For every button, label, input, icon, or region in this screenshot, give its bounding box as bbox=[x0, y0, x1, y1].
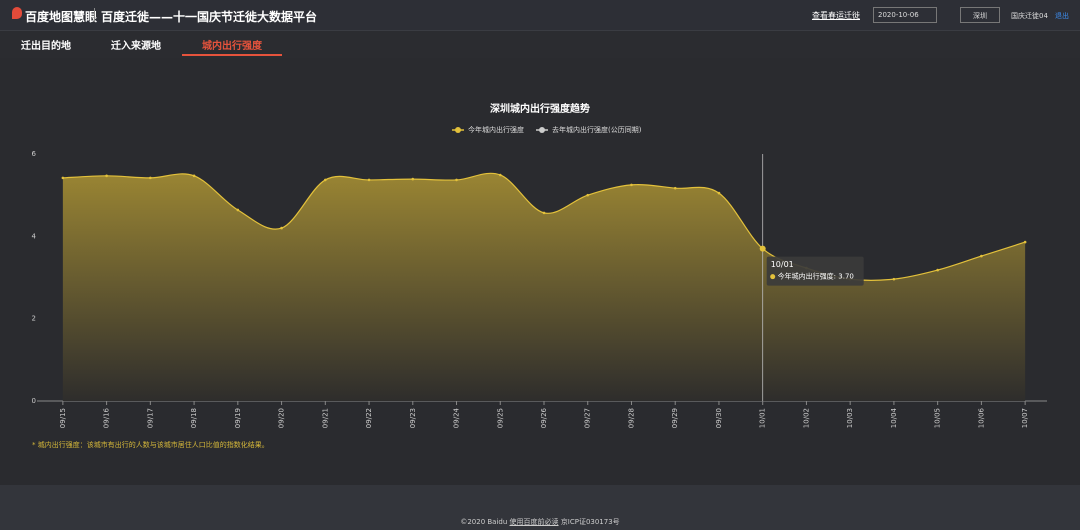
note: * 城内出行强度：该城市有出行的人数与该城市居住人口比值的指数化结果。 bbox=[32, 440, 269, 449]
x-tick-label: 10/05 bbox=[934, 408, 942, 428]
tooltip-text: 今年城内出行强度: 3.70 bbox=[778, 272, 854, 281]
header-title: 百度迁徙——十一国庆节迁徙大数据平台 bbox=[101, 10, 318, 24]
tab[interactable]: 迁出目的地 bbox=[21, 41, 71, 52]
x-tick-label: 09/23 bbox=[409, 408, 417, 428]
x-tick-label: 10/07 bbox=[1021, 408, 1029, 428]
copyright: ©2020 Baidu bbox=[460, 518, 508, 526]
x-tick-label: 09/17 bbox=[146, 408, 154, 428]
x-tick-label: 10/06 bbox=[977, 407, 985, 428]
x-tick-label: 09/19 bbox=[234, 408, 242, 428]
divider bbox=[94, 8, 95, 22]
point bbox=[455, 178, 458, 182]
point bbox=[192, 174, 196, 178]
x-tick-label: 09/16 bbox=[103, 407, 111, 428]
link[interactable]: 查看春运迁徙 bbox=[812, 11, 860, 20]
x-tick-label: 09/25 bbox=[496, 408, 504, 428]
x-tick-label: 09/20 bbox=[278, 408, 286, 428]
x-tick-label: 09/21 bbox=[321, 408, 329, 428]
point bbox=[411, 177, 415, 181]
point bbox=[542, 211, 546, 215]
logo-icon bbox=[12, 7, 22, 19]
y-tick-label: 6 bbox=[32, 150, 37, 158]
point bbox=[892, 277, 896, 281]
date-picker[interactable]: 2020-10-06 bbox=[873, 7, 937, 23]
point bbox=[236, 208, 240, 212]
legend-label: 去年城内出行强度(公历同期) bbox=[552, 125, 642, 134]
point bbox=[1023, 240, 1027, 244]
tabs: 迁出目的地 迁入来源地 城内出行强度 bbox=[0, 31, 1080, 58]
x-tick-label: 10/04 bbox=[890, 407, 898, 428]
x-tick-label: 09/18 bbox=[190, 408, 198, 428]
x-tick-label: 09/26 bbox=[540, 407, 548, 428]
y-tick-label: 0 bbox=[32, 397, 36, 405]
x-tick-label: 09/15 bbox=[59, 408, 67, 428]
footer-link[interactable]: 使用百度前必读 bbox=[509, 518, 559, 526]
point bbox=[280, 226, 283, 230]
tooltip-dot bbox=[770, 274, 776, 280]
x-tick-label: 10/03 bbox=[846, 408, 854, 428]
header: 百度地图慧眼 百度迁徙——十一国庆节迁徙大数据平台 查看春运迁徙 2020-10… bbox=[0, 0, 1080, 31]
legend-label: 今年城内出行强度 bbox=[468, 125, 524, 134]
point bbox=[630, 183, 633, 187]
x-tick-label: 09/27 bbox=[584, 408, 592, 428]
icp: 京ICP证030173号 bbox=[560, 518, 620, 526]
tab[interactable]: 城内出行强度 bbox=[182, 37, 282, 56]
point bbox=[936, 268, 939, 272]
x-tick-label: 10/01 bbox=[759, 408, 767, 428]
footer: ©2020 Baidu 使用百度前必读 京ICP证030173号 bbox=[0, 485, 1080, 530]
logo: 百度地图慧眼 bbox=[25, 10, 98, 24]
tooltip-box bbox=[766, 256, 864, 286]
point bbox=[673, 186, 677, 190]
chart: 深圳城内出行强度趋势 * 城内出行强度：该城市有出行的人数与该城市居住人口比值的… bbox=[32, 102, 1047, 449]
x-tick-label: 09/28 bbox=[627, 408, 635, 428]
x-tick-label: 09/24 bbox=[453, 407, 461, 428]
point bbox=[498, 173, 502, 177]
point bbox=[980, 254, 983, 258]
point bbox=[717, 191, 721, 195]
point bbox=[149, 176, 152, 180]
tooltip-title: 10/01 bbox=[771, 260, 794, 269]
point bbox=[367, 178, 371, 182]
y-tick-label: 2 bbox=[32, 315, 36, 323]
legend-dot bbox=[539, 127, 545, 133]
logout[interactable]: 退出 bbox=[1055, 12, 1069, 20]
chart-title: 深圳城内出行强度趋势 bbox=[490, 102, 590, 115]
city-select[interactable]: 深圳 bbox=[960, 7, 1000, 23]
point bbox=[61, 176, 65, 180]
highlight-point bbox=[759, 245, 766, 252]
x-tick-label: 09/22 bbox=[365, 408, 373, 428]
tab[interactable]: 迁入来源地 bbox=[111, 41, 161, 52]
x-tick-label: 09/29 bbox=[671, 408, 679, 428]
legend-dot bbox=[455, 127, 461, 133]
footer-text: ©2020 Baidu 使用百度前必读 京ICP证030173号 bbox=[0, 517, 1080, 527]
tooltip: 10/01 今年城内出行强度: 3.70 bbox=[766, 256, 864, 286]
area bbox=[62, 173, 1026, 401]
point bbox=[105, 174, 108, 178]
point bbox=[586, 193, 590, 197]
point bbox=[324, 178, 327, 182]
x-tick-label: 09/30 bbox=[715, 408, 723, 428]
user: 国庆迁徙04 bbox=[1011, 12, 1048, 20]
x-tick-label: 10/02 bbox=[802, 408, 810, 428]
y-tick-label: 4 bbox=[32, 232, 37, 240]
